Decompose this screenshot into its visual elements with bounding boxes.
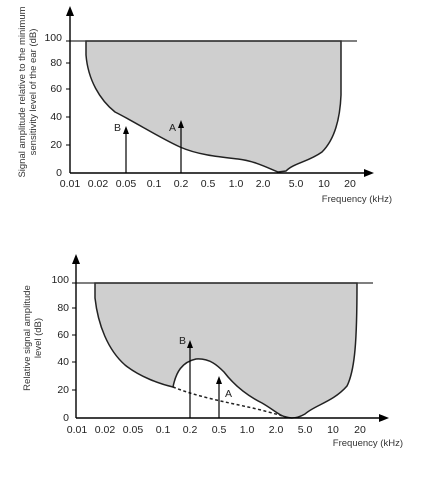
bottom-y-tick-label: 80 (57, 302, 69, 314)
bottom-y-axis-title-line1: Relative signal amplitude (22, 285, 33, 391)
bottom-x-tick-label: 0.5 (212, 424, 227, 436)
top-y-tick-label: 80 (50, 57, 62, 69)
top-x-tick-label: 2.0 (256, 178, 271, 190)
top-x-tick-label: 1.0 (229, 178, 244, 190)
top-marker-a: A (169, 120, 184, 173)
bottom-x-axis-title: Frequency (kHz) (333, 438, 403, 449)
top-x-tick-label: 5.0 (289, 178, 304, 190)
top-x-ticks: 0.01 0.02 0.05 0.1 0.2 0.5 1.0 2.0 5.0 1… (60, 178, 356, 190)
top-x-axis-title: Frequency (kHz) (322, 194, 392, 205)
top-y-tick-label: 40 (50, 111, 62, 123)
top-y-axis-arrow-icon (66, 6, 74, 16)
top-x-tick-label: 0.02 (88, 178, 109, 190)
bottom-masking-region (94, 282, 358, 419)
bottom-y-axis-title-line2: level (dB) (33, 318, 44, 358)
top-x-tick-label: 0.05 (116, 178, 137, 190)
bottom-y-tick-label: 20 (57, 384, 69, 396)
bottom-x-tick-label: 0.02 (95, 424, 116, 436)
top-y-ticks: 0 20 40 60 80 100 (44, 32, 70, 179)
bottom-x-tick-label: 10 (327, 424, 339, 436)
bottom-marker-a-arrow-icon (216, 376, 222, 384)
top-marker-a-arrow-icon (178, 120, 184, 128)
top-y-axis-title-line2: sensitivity level of the ear (dB) (28, 29, 39, 156)
top-x-tick-label: 0.5 (201, 178, 216, 190)
top-marker-b-label: B (114, 122, 121, 134)
bottom-x-axis-arrow-icon (379, 414, 389, 422)
bottom-x-tick-label: 0.1 (156, 424, 171, 436)
bottom-marker-b: B (179, 335, 193, 418)
bottom-marker-a-label: A (225, 388, 232, 400)
bottom-marker-a: A (216, 376, 232, 418)
top-y-tick-label: 20 (50, 139, 62, 151)
top-marker-b: B (114, 122, 129, 173)
top-x-tick-label: 10 (318, 178, 330, 190)
bottom-y-tick-label: 100 (51, 274, 69, 286)
top-x-tick-label: 0.1 (147, 178, 162, 190)
top-marker-a-label: A (169, 122, 176, 134)
bottom-x-tick-label: 0.01 (67, 424, 88, 436)
top-y-tick-label: 100 (44, 32, 62, 44)
bottom-marker-b-arrow-icon (187, 340, 193, 348)
bottom-x-tick-label: 20 (354, 424, 366, 436)
bottom-panel: 0 20 40 60 80 100 0.01 0.02 0.05 0.1 0.2… (22, 254, 403, 449)
bottom-x-tick-label: 5.0 (298, 424, 313, 436)
top-y-axis-title-line1: Signal amplitude relative to the minimum (17, 6, 28, 177)
bottom-x-tick-label: 2.0 (269, 424, 284, 436)
top-audibility-region (85, 40, 342, 173)
bottom-threshold-dashed-curve (172, 386, 287, 418)
top-x-tick-label: 0.01 (60, 178, 81, 190)
top-x-axis-arrow-icon (364, 169, 374, 177)
bottom-y-ticks: 0 20 40 60 80 100 (51, 274, 76, 424)
bottom-y-tick-label: 40 (57, 356, 69, 368)
bottom-x-tick-label: 0.05 (123, 424, 144, 436)
bottom-x-tick-label: 0.2 (183, 424, 198, 436)
top-x-tick-label: 20 (344, 178, 356, 190)
bottom-marker-b-label: B (179, 335, 186, 347)
top-x-tick-label: 0.2 (174, 178, 189, 190)
bottom-x-ticks: 0.01 0.02 0.05 0.1 0.2 0.5 1.0 2.0 5.0 1… (67, 424, 366, 436)
top-marker-b-arrow-icon (123, 126, 129, 134)
top-y-tick-label: 0 (56, 167, 62, 179)
top-y-tick-label: 60 (50, 83, 62, 95)
bottom-y-tick-label: 60 (57, 329, 69, 341)
top-panel: 0 20 40 60 80 100 0.01 0.02 0.05 0.1 0.2… (17, 6, 392, 205)
bottom-y-axis-arrow-icon (72, 254, 80, 264)
bottom-x-tick-label: 1.0 (240, 424, 255, 436)
bottom-y-tick-label: 0 (63, 412, 69, 424)
